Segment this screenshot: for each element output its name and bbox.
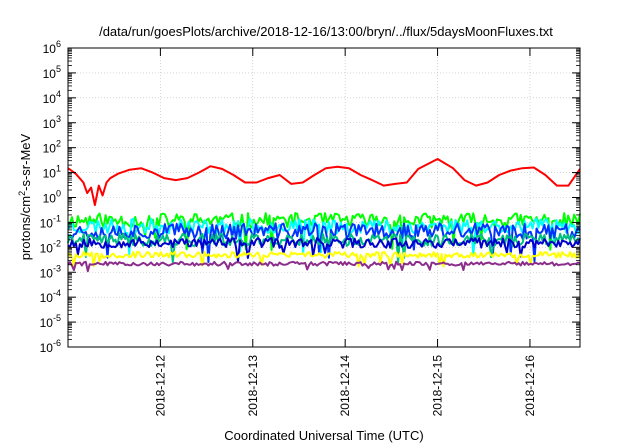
y-tick-label: 10-6 [40,338,61,355]
y-tick-label: 10-5 [40,313,61,330]
y-tick-label: 10-2 [40,238,61,255]
series-line [67,237,581,263]
y-tick-label: 103 [43,114,61,131]
series-line [67,250,581,268]
y-tick-label: 101 [43,164,61,181]
series-line [67,158,581,206]
y-axis: 106 105 104 103 102 101 100 10-1 10-2 10-3 10-4 10-… [40,39,580,355]
x-tick-label: 2018-12-13 [246,355,260,417]
y-tick-label: 100 [43,189,61,206]
y-tick-label: 104 [43,89,61,106]
series-line [67,222,581,264]
x-axis: 2018-12-12 2018-12-13 2018-12-14 2018-12-15… [153,48,537,416]
y-axis-label: protons/cm2-s-sr-MeV [17,133,33,260]
series-layer [67,158,581,273]
grid-lines [68,48,580,347]
y-tick-label: 102 [43,139,61,156]
series-line [67,260,581,273]
x-axis-label: Coordinated Universal Time (UTC) [224,428,423,443]
y-tick-label: 106 [43,39,61,56]
x-tick-label: 2018-12-15 [431,355,445,417]
y-tick-label: 10-3 [40,263,61,280]
y-tick-label: 105 [43,64,61,81]
series-line [67,217,581,257]
y-tick-label: 10-4 [40,288,61,305]
chart-title: /data/run/goesPlots/archive/2018-12-16/1… [99,24,553,39]
x-tick-label: 2018-12-12 [153,355,167,417]
x-tick-label: 2018-12-14 [338,355,352,417]
x-tick-label: 2018-12-16 [523,355,537,417]
y-tick-label: 10-1 [40,213,61,230]
